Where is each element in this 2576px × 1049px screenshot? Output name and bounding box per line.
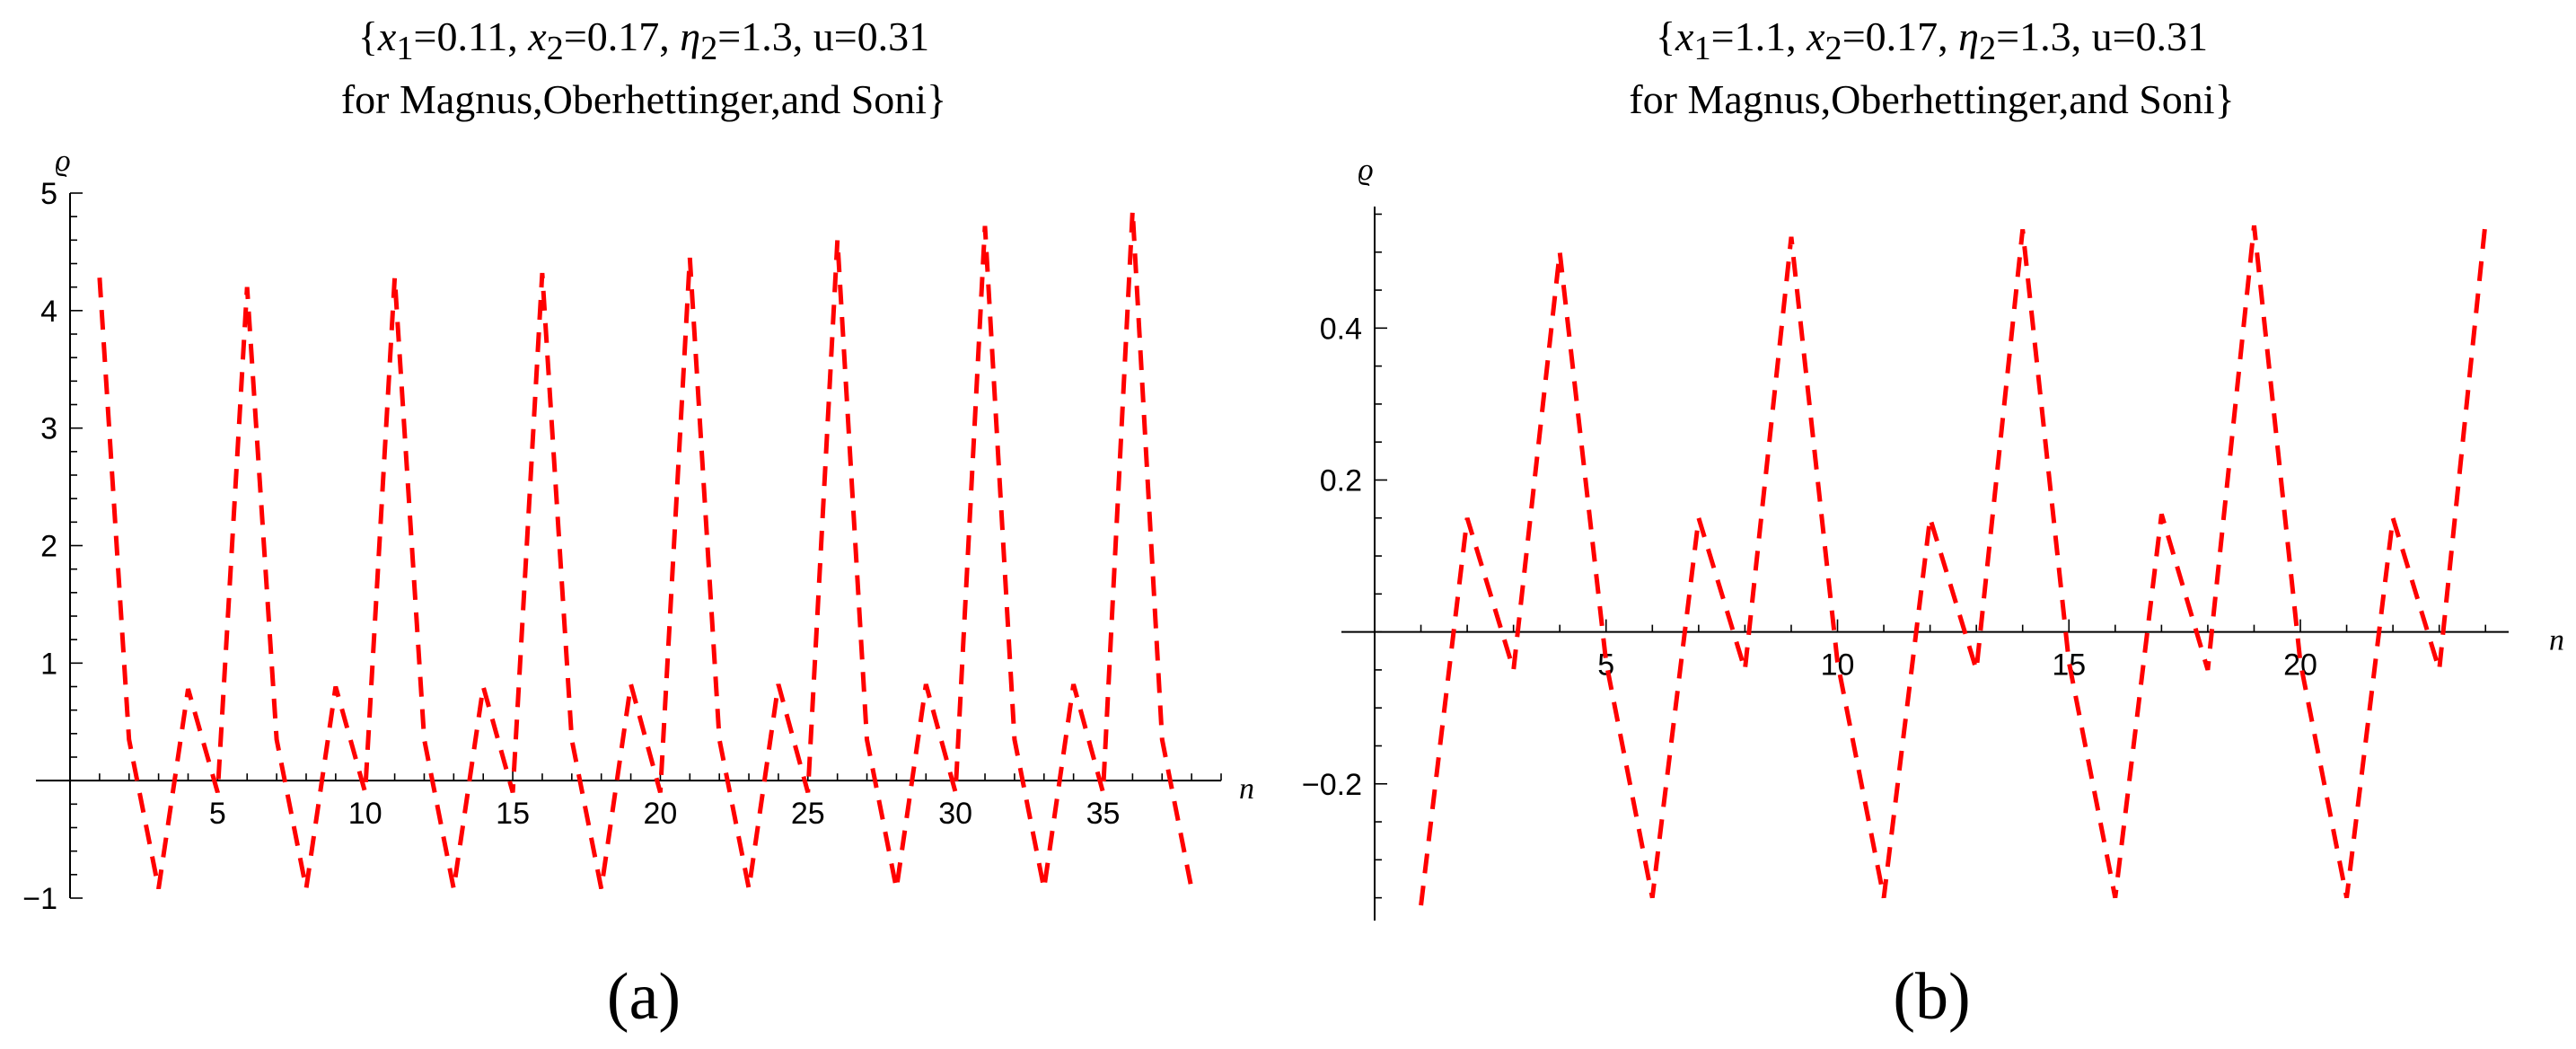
title-b-x2-value: =0.17, xyxy=(1842,13,1959,59)
title-b-eta-sub: 2 xyxy=(1978,30,1997,68)
y-tick-label: 0.2 xyxy=(1320,463,1362,498)
series-line xyxy=(97,210,1194,889)
title-a-eta-sym: η xyxy=(680,13,701,59)
y-axis-label: ϱ xyxy=(1358,154,1373,187)
y-tick-label: −1 xyxy=(22,882,57,916)
x-tick-label: 25 xyxy=(791,797,825,831)
title-b-x1-sub: 1 xyxy=(1693,30,1711,68)
x-tick-label: 15 xyxy=(496,797,530,831)
x-tick-label: 5 xyxy=(209,797,226,831)
title-a-brace: { xyxy=(357,13,378,59)
chart-title-a-line2: for Magnus,Oberhettinger,and Soni} xyxy=(340,76,947,122)
title-a-x1-sym: x xyxy=(377,13,397,59)
title-b-eta-sym: η xyxy=(1958,13,1979,59)
title-b-x1-sym: x xyxy=(1675,13,1694,59)
chart-panel-b: {x1=1.1, x2=0.17, η2=1.3, u=0.31 for Mag… xyxy=(1288,0,2576,1049)
x-tick-label: 30 xyxy=(938,797,972,831)
chart-panel-a: {x1=0.11, x2=0.17, η2=1.3, u=0.31 for Ma… xyxy=(0,7,1288,1034)
title-b-x1-value: =1.1, xyxy=(1710,13,1807,59)
y-axis-label: ϱ xyxy=(55,145,70,178)
title-b-x2-sym: x xyxy=(1807,13,1825,59)
title-a-x2-value: =0.17, xyxy=(563,13,681,59)
y-tick-label: 3 xyxy=(40,412,57,446)
title-a-eta-value: =1.3, u=0.31 xyxy=(717,13,930,59)
y-tick-label: 0.4 xyxy=(1320,312,1362,346)
y-tick-label: 5 xyxy=(40,177,57,211)
y-tick-label: −0.2 xyxy=(1302,768,1362,802)
x-axis-label: n xyxy=(2549,624,2564,657)
title-a-x1-sub: 1 xyxy=(396,30,414,68)
x-tick-label: 10 xyxy=(348,797,382,831)
x-tick-label: 35 xyxy=(1086,797,1121,831)
panel-label-a: (a) xyxy=(606,960,681,1034)
chart-svg-a: 5 10 15 20 25 30 35 −1 1 2 3 4 5 n ϱ xyxy=(22,145,1254,916)
x-axis-label: n xyxy=(1239,772,1254,806)
title-a-x2-sym: x xyxy=(528,13,547,59)
chart-title-a-line1: {x1=0.11, x2=0.17, η2=1.3, u=0.31 xyxy=(0,7,1288,78)
x-tick-label: 20 xyxy=(644,797,678,831)
title-a-eta-sub: 2 xyxy=(700,30,718,68)
title-b-eta-value: =1.3, u=0.31 xyxy=(1996,13,2209,59)
chart-title-b-line2: for Magnus,Oberhettinger,and Soni} xyxy=(1629,76,2235,122)
chart-title-b-line1: {x1=1.1, x2=0.17, η2=1.3, u=0.31 xyxy=(1288,7,2576,78)
y-tick-label: 2 xyxy=(40,530,57,564)
panel-label-b: (b) xyxy=(1893,960,1971,1034)
series-line xyxy=(1419,221,2488,906)
title-b-x2-sub: 2 xyxy=(1824,30,1842,68)
y-tick-label: 4 xyxy=(40,295,57,329)
title-a-x1-value: =0.11, xyxy=(413,13,529,59)
title-a-x2-sub: 2 xyxy=(546,30,564,68)
y-tick-label: 1 xyxy=(40,647,57,681)
title-b-brace: { xyxy=(1655,13,1676,59)
chart-svg-b: 5 10 15 20−0.20.20.4nϱ xyxy=(1302,154,2564,921)
